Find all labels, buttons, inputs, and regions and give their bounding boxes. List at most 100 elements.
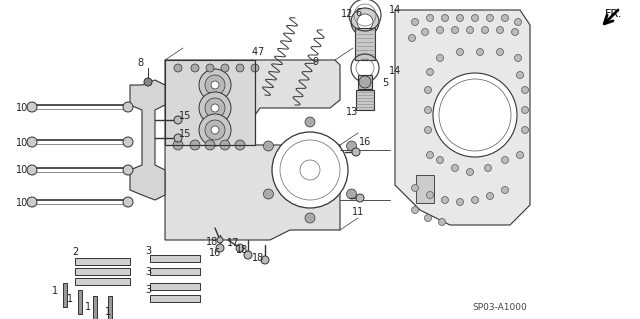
Circle shape	[424, 107, 431, 114]
Text: 7: 7	[257, 47, 263, 57]
Circle shape	[199, 114, 231, 146]
Bar	[108, 296, 112, 319]
Circle shape	[352, 148, 360, 156]
Text: FR.: FR.	[605, 9, 622, 19]
Circle shape	[174, 64, 182, 72]
Circle shape	[264, 189, 273, 199]
Text: 1: 1	[105, 307, 111, 317]
Circle shape	[516, 152, 524, 159]
Bar	[358, 75, 372, 89]
Bar	[150, 255, 200, 262]
Circle shape	[477, 48, 483, 56]
Circle shape	[408, 34, 415, 41]
Circle shape	[236, 64, 244, 72]
Circle shape	[123, 197, 133, 207]
Circle shape	[424, 214, 431, 221]
Circle shape	[27, 102, 37, 112]
Circle shape	[467, 26, 474, 33]
Circle shape	[211, 126, 219, 134]
Bar	[150, 268, 200, 275]
Circle shape	[426, 14, 433, 21]
Circle shape	[456, 198, 463, 205]
Circle shape	[123, 102, 133, 112]
Circle shape	[515, 55, 522, 62]
Circle shape	[486, 192, 493, 199]
Bar	[75, 258, 130, 265]
Polygon shape	[395, 10, 530, 225]
Circle shape	[347, 141, 356, 151]
Polygon shape	[165, 60, 255, 145]
Text: 18: 18	[236, 245, 248, 255]
Text: 8: 8	[137, 58, 143, 68]
Text: 12: 12	[341, 9, 353, 19]
Polygon shape	[165, 60, 340, 240]
Bar	[150, 283, 200, 290]
Circle shape	[205, 140, 215, 150]
Circle shape	[264, 141, 273, 151]
Circle shape	[216, 244, 224, 252]
Circle shape	[174, 134, 182, 142]
Bar	[356, 90, 374, 110]
Circle shape	[27, 197, 37, 207]
Circle shape	[205, 120, 225, 140]
Bar	[78, 290, 82, 314]
Circle shape	[251, 64, 259, 72]
Circle shape	[481, 26, 488, 33]
Bar	[150, 295, 200, 302]
Text: 10: 10	[16, 198, 28, 208]
Circle shape	[516, 71, 524, 78]
Text: 9: 9	[312, 57, 318, 67]
Circle shape	[484, 165, 492, 172]
Text: 17: 17	[227, 238, 239, 248]
Circle shape	[472, 14, 479, 21]
Circle shape	[261, 256, 269, 264]
Text: 15: 15	[179, 129, 191, 139]
Text: SP03-A1000: SP03-A1000	[472, 302, 527, 311]
Circle shape	[412, 19, 419, 26]
Circle shape	[144, 78, 152, 86]
Text: 6: 6	[355, 8, 361, 18]
Circle shape	[502, 157, 509, 164]
Text: 3: 3	[145, 267, 151, 277]
Circle shape	[235, 140, 245, 150]
Circle shape	[199, 92, 231, 124]
Text: 2: 2	[72, 247, 78, 257]
Text: 1: 1	[52, 286, 58, 296]
Circle shape	[497, 26, 504, 33]
Circle shape	[359, 76, 371, 88]
Circle shape	[199, 69, 231, 101]
Bar	[355, 28, 375, 60]
Circle shape	[442, 14, 449, 21]
Polygon shape	[130, 80, 165, 200]
Circle shape	[236, 244, 244, 252]
Circle shape	[206, 64, 214, 72]
Circle shape	[272, 132, 348, 208]
Circle shape	[424, 127, 431, 133]
Text: 3: 3	[145, 285, 151, 295]
Circle shape	[426, 69, 433, 76]
Bar	[63, 283, 67, 307]
Bar	[416, 175, 434, 203]
Circle shape	[522, 86, 529, 93]
Circle shape	[472, 197, 479, 204]
Circle shape	[173, 140, 183, 150]
Text: 10: 10	[16, 103, 28, 113]
Text: 13: 13	[346, 107, 358, 117]
Circle shape	[123, 165, 133, 175]
Circle shape	[347, 189, 356, 199]
Circle shape	[436, 55, 444, 62]
Circle shape	[426, 191, 433, 198]
Circle shape	[205, 98, 225, 118]
Text: 18: 18	[252, 253, 264, 263]
Circle shape	[211, 81, 219, 89]
Text: 1: 1	[67, 294, 73, 304]
Circle shape	[426, 152, 433, 159]
Text: 1: 1	[85, 302, 91, 312]
Text: 16: 16	[359, 137, 371, 147]
Circle shape	[211, 104, 219, 112]
Circle shape	[436, 157, 444, 164]
Circle shape	[442, 197, 449, 204]
Circle shape	[305, 117, 315, 127]
Text: 18: 18	[206, 237, 218, 247]
Text: 4: 4	[252, 47, 258, 57]
